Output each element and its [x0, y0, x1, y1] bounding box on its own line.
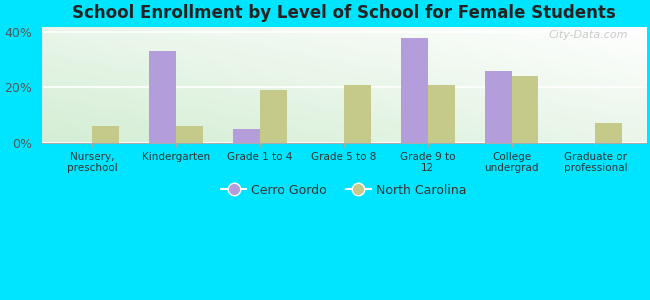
Bar	[595, 123, 622, 143]
Bar	[260, 90, 287, 143]
Bar	[401, 38, 428, 143]
Bar	[344, 85, 370, 143]
Bar	[428, 85, 454, 143]
Bar	[233, 129, 260, 143]
Bar	[149, 51, 176, 143]
Text: City-Data.com: City-Data.com	[548, 30, 628, 40]
Bar	[176, 126, 203, 143]
Legend: Cerro Gordo, North Carolina: Cerro Gordo, North Carolina	[216, 178, 471, 202]
Title: School Enrollment by Level of School for Female Students: School Enrollment by Level of School for…	[72, 4, 616, 22]
Bar	[92, 126, 119, 143]
Bar	[485, 71, 512, 143]
Bar	[512, 76, 538, 143]
